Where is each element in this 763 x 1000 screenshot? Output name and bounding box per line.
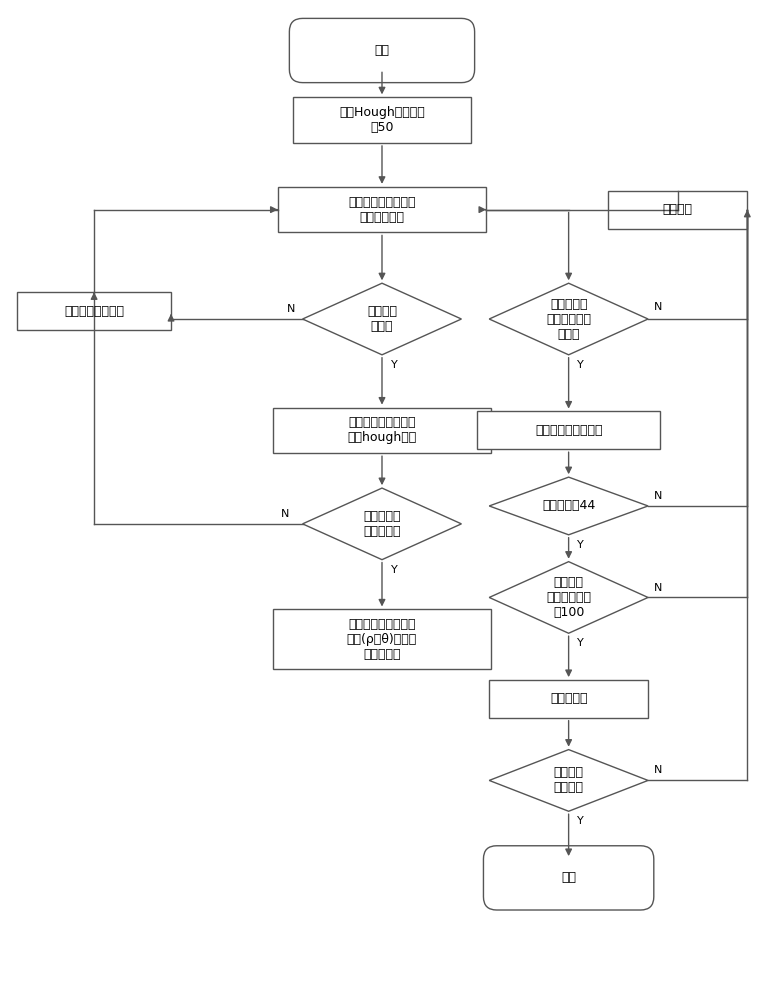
Polygon shape xyxy=(489,562,648,633)
Text: Y: Y xyxy=(577,540,584,550)
Text: 对当前步长宽度从下
到上扫描图片: 对当前步长宽度从下 到上扫描图片 xyxy=(348,196,416,224)
Polygon shape xyxy=(489,283,648,355)
Text: 该像素点
是黑色: 该像素点 是黑色 xyxy=(367,305,397,333)
Text: 开始: 开始 xyxy=(375,44,389,57)
Bar xyxy=(608,191,747,229)
Text: 直线与上
边沿的距离小
于100: 直线与上 边沿的距离小 于100 xyxy=(546,576,591,619)
Bar xyxy=(477,411,661,449)
Text: 断点数小于44: 断点数小于44 xyxy=(542,499,595,512)
Text: Y: Y xyxy=(391,360,398,370)
Bar xyxy=(273,609,491,669)
Polygon shape xyxy=(489,750,648,811)
Text: N: N xyxy=(286,304,295,314)
Text: Y: Y xyxy=(577,816,584,826)
Text: Y: Y xyxy=(391,565,398,575)
Text: Y: Y xyxy=(577,360,584,370)
Text: N: N xyxy=(281,509,289,519)
Bar xyxy=(293,97,472,143)
Text: 当前步长宽
度扫描完毕: 当前步长宽 度扫描完毕 xyxy=(363,510,401,538)
Text: 计算该直线的断点数: 计算该直线的断点数 xyxy=(535,424,602,437)
Bar xyxy=(273,408,491,453)
Text: 增加步长: 增加步长 xyxy=(663,203,693,216)
Bar xyxy=(489,680,648,718)
FancyBboxPatch shape xyxy=(289,18,475,83)
Text: 扫描下一个像素点: 扫描下一个像素点 xyxy=(64,305,124,318)
Text: 提取该直线: 提取该直线 xyxy=(550,692,588,705)
Text: 当前图片
扫描完毕: 当前图片 扫描完毕 xyxy=(554,766,584,794)
FancyBboxPatch shape xyxy=(484,846,654,910)
Text: N: N xyxy=(654,491,662,501)
Text: Y: Y xyxy=(577,638,584,648)
Text: N: N xyxy=(654,765,662,775)
Text: 设置Hough变换步长
为50: 设置Hough变换步长 为50 xyxy=(339,106,425,134)
Polygon shape xyxy=(303,283,462,355)
Text: 结束: 结束 xyxy=(561,871,576,884)
Text: 获取矩阵中点个数最
多的(ρ，θ)作为该
段主要直线: 获取矩阵中点个数最 多的(ρ，θ)作为该 段主要直线 xyxy=(347,618,417,661)
Text: 根据公式计算结果并
保存hough矩阵: 根据公式计算结果并 保存hough矩阵 xyxy=(347,416,417,444)
Text: N: N xyxy=(654,583,662,593)
Text: N: N xyxy=(654,302,662,312)
Bar xyxy=(278,187,486,232)
Polygon shape xyxy=(303,488,462,560)
Polygon shape xyxy=(489,477,648,535)
Text: 直线上点个
数大于宽的四
分之一: 直线上点个 数大于宽的四 分之一 xyxy=(546,298,591,341)
Bar xyxy=(18,292,171,330)
